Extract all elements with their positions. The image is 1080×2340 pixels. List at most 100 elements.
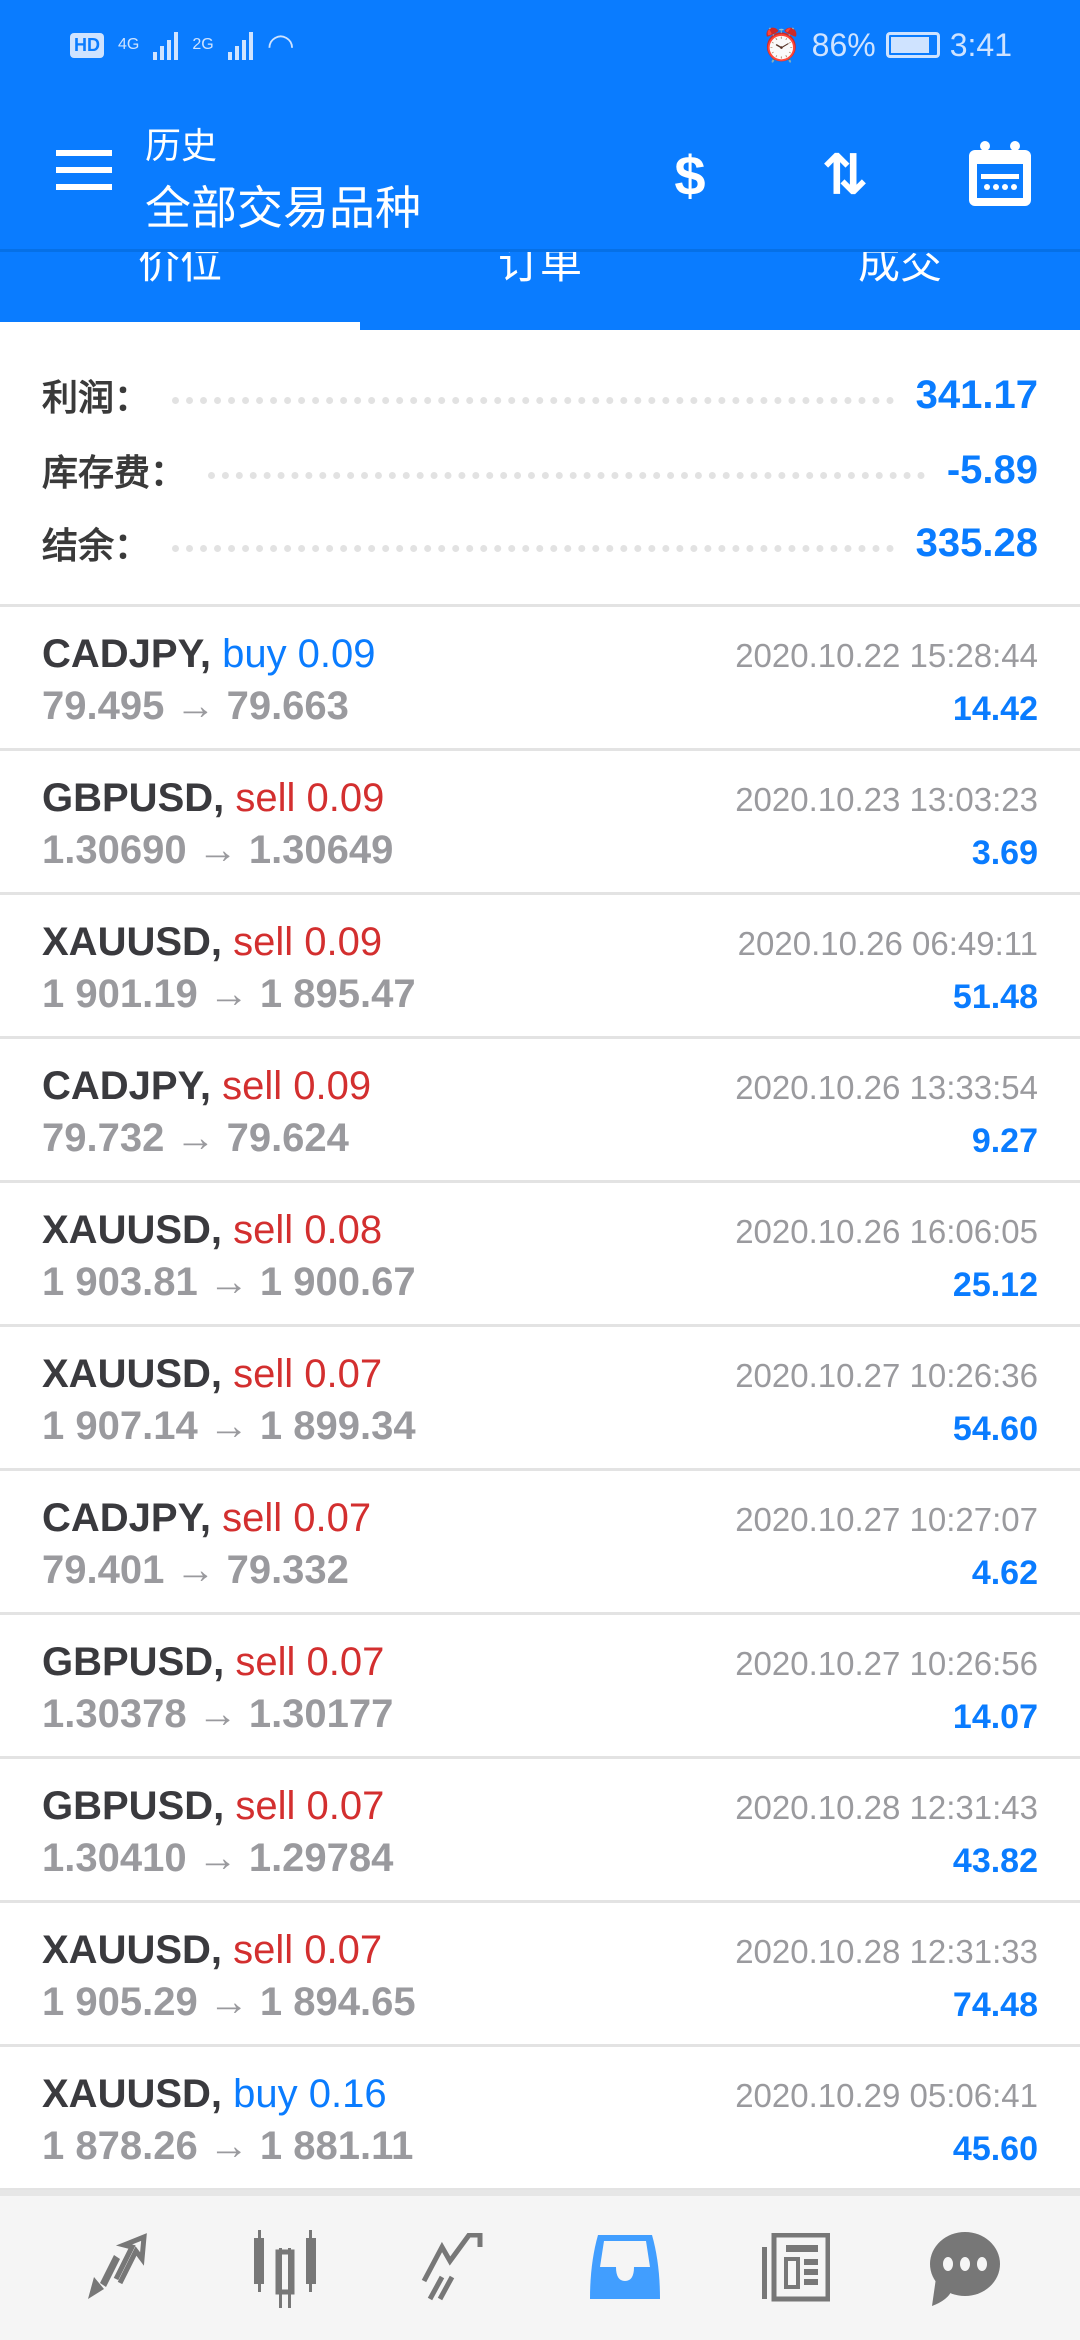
summary-label: 结余： — [42, 525, 151, 566]
summary-panel: 利润： 341.17 库存费： -5.89 结余： 335.28 — [0, 330, 1080, 607]
trade-row[interactable]: CADJPY, sell 0.09 79.732 → 79.624 2020.1… — [0, 1039, 1080, 1183]
hd-icon: HD — [70, 32, 104, 58]
toolbar: 历史 全部交易品种 $ ⇅ — [0, 95, 1080, 252]
trade-symbol: CADJPY, buy 0.09 — [42, 632, 376, 677]
trade-row[interactable]: GBPUSD, sell 0.07 1.30410 → 1.29784 2020… — [0, 1759, 1080, 1903]
clock: 3:41 — [949, 26, 1012, 63]
summary-profit: 利润： 341.17 — [42, 365, 1038, 425]
trade-profit: 45.60 — [952, 2130, 1038, 2168]
news-icon[interactable] — [750, 2223, 840, 2313]
trade-icon[interactable] — [410, 2223, 500, 2313]
trade-symbol: GBPUSD, sell 0.09 — [42, 776, 384, 821]
trade-prices: 1 903.81 → 1 900.67 — [42, 1260, 416, 1304]
trade-side: sell 0.07 — [233, 1928, 383, 1972]
trade-profit: 51.48 — [952, 978, 1038, 1016]
trade-symbol: CADJPY, sell 0.09 — [42, 1064, 371, 1109]
trade-time: 2020.10.23 13:03:23 — [735, 781, 1038, 818]
trade-time: 2020.10.28 12:31:33 — [735, 1933, 1038, 1970]
trade-prices: 1.30410 → 1.29784 — [42, 1836, 394, 1880]
trade-side: sell 0.09 — [235, 776, 385, 820]
symbol-name: GBPUSD, — [42, 1640, 225, 1684]
trade-prices: 1.30690 → 1.30649 — [42, 828, 394, 872]
symbol-name: XAUUSD, — [42, 1928, 223, 1972]
summary-value: 335.28 — [915, 520, 1038, 565]
trade-row[interactable]: XAUUSD, sell 0.08 1 903.81 → 1 900.67 20… — [0, 1183, 1080, 1327]
trade-side: sell 0.08 — [233, 1208, 383, 1252]
trade-symbol: XAUUSD, buy 0.16 — [42, 2072, 387, 2117]
currency-exchange-icon[interactable]: $ — [674, 143, 706, 207]
trade-profit: 14.42 — [952, 690, 1038, 728]
app-header: HD 4G 2G ◠ ⏰ 86% 3:41 历史 全部交易品种 $ ⇅ 价位 订… — [0, 0, 1080, 330]
trade-list: CADJPY, buy 0.09 79.495 → 79.663 2020.10… — [0, 607, 1080, 2191]
dot-leader — [208, 471, 925, 479]
trade-side: sell 0.07 — [235, 1784, 385, 1828]
trade-side: sell 0.07 — [222, 1496, 372, 1540]
trade-row[interactable]: GBPUSD, sell 0.07 1.30378 → 1.30177 2020… — [0, 1615, 1080, 1759]
summary-value: -5.89 — [946, 447, 1038, 492]
summary-swap: 库存费： -5.89 — [42, 440, 1038, 500]
trade-side: buy 0.09 — [222, 632, 376, 676]
trade-time: 2020.10.27 10:26:36 — [735, 1357, 1038, 1394]
trade-prices: 79.732 → 79.624 — [42, 1116, 349, 1160]
summary-label: 利润： — [42, 377, 151, 418]
symbol-filter[interactable]: 全部交易品种 — [145, 182, 421, 234]
trade-profit: 43.82 — [952, 1842, 1038, 1880]
trade-profit: 25.12 — [952, 1266, 1038, 1304]
symbol-name: XAUUSD, — [42, 1352, 223, 1396]
signal-icon — [153, 30, 179, 60]
sort-icon[interactable]: ⇅ — [821, 143, 869, 206]
symbol-name: GBPUSD, — [42, 776, 225, 820]
network-label: 4G — [118, 36, 140, 53]
symbol-name: CADJPY, — [42, 632, 211, 676]
trade-row[interactable]: XAUUSD, sell 0.07 1 905.29 → 1 894.65 20… — [0, 1903, 1080, 2047]
active-tab-indicator — [0, 322, 360, 330]
trade-side: sell 0.09 — [222, 1064, 372, 1108]
quotes-icon[interactable] — [70, 2223, 160, 2313]
symbol-name: CADJPY, — [42, 1064, 211, 1108]
trade-profit: 9.27 — [971, 1122, 1038, 1160]
trade-time: 2020.10.27 10:27:07 — [735, 1501, 1038, 1538]
summary-label: 库存费： — [42, 452, 187, 493]
symbol-name: XAUUSD, — [42, 920, 223, 964]
trade-row[interactable]: XAUUSD, buy 0.16 1 878.26 → 1 881.11 202… — [0, 2047, 1080, 2191]
trade-prices: 1.30378 → 1.30177 — [42, 1692, 394, 1736]
trade-symbol: XAUUSD, sell 0.07 — [42, 1352, 382, 1397]
trade-profit: 54.60 — [952, 1410, 1038, 1448]
status-bar: HD 4G 2G ◠ ⏰ 86% 3:41 — [0, 22, 1080, 72]
bottom-nav — [0, 2190, 1080, 2340]
trade-profit: 74.48 — [952, 1986, 1038, 2024]
trade-profit: 14.07 — [952, 1698, 1038, 1736]
trade-symbol: GBPUSD, sell 0.07 — [42, 1640, 384, 1685]
trade-row[interactable]: GBPUSD, sell 0.09 1.30690 → 1.30649 2020… — [0, 751, 1080, 895]
symbol-name: XAUUSD, — [42, 1208, 223, 1252]
dot-leader — [172, 544, 894, 552]
trade-side: sell 0.09 — [233, 920, 383, 964]
trade-row[interactable]: CADJPY, buy 0.09 79.495 → 79.663 2020.10… — [0, 607, 1080, 751]
chart-icon[interactable] — [240, 2223, 330, 2313]
trade-time: 2020.10.27 10:26:56 — [735, 1645, 1038, 1682]
trade-side: sell 0.07 — [233, 1352, 383, 1396]
symbol-name: GBPUSD, — [42, 1784, 225, 1828]
network-label: 2G — [192, 36, 214, 53]
trade-symbol: XAUUSD, sell 0.07 — [42, 1928, 382, 1973]
dot-leader — [172, 396, 894, 404]
trade-time: 2020.10.22 15:28:44 — [735, 637, 1038, 674]
calendar-icon[interactable] — [960, 135, 1040, 215]
page-title: 历史 — [145, 125, 218, 166]
trade-profit: 3.69 — [971, 834, 1038, 872]
trade-row[interactable]: XAUUSD, sell 0.07 1 907.14 → 1 899.34 20… — [0, 1327, 1080, 1471]
trade-side: buy 0.16 — [233, 2072, 387, 2116]
trade-row[interactable]: CADJPY, sell 0.07 79.401 → 79.332 2020.1… — [0, 1471, 1080, 1615]
trade-symbol: CADJPY, sell 0.07 — [42, 1496, 371, 1541]
alarm-icon: ⏰ — [761, 27, 802, 63]
history-icon[interactable] — [580, 2223, 670, 2313]
trade-symbol: XAUUSD, sell 0.09 — [42, 920, 382, 965]
trade-row[interactable]: XAUUSD, sell 0.09 1 901.19 → 1 895.47 20… — [0, 895, 1080, 1039]
trade-time: 2020.10.26 06:49:11 — [737, 925, 1038, 962]
menu-icon[interactable] — [56, 150, 112, 190]
battery-icon — [885, 32, 940, 58]
battery-percent: 86% — [811, 26, 876, 63]
chat-icon[interactable] — [920, 2223, 1010, 2313]
trade-time: 2020.10.26 13:33:54 — [735, 1069, 1038, 1106]
summary-value: 341.17 — [915, 372, 1038, 417]
